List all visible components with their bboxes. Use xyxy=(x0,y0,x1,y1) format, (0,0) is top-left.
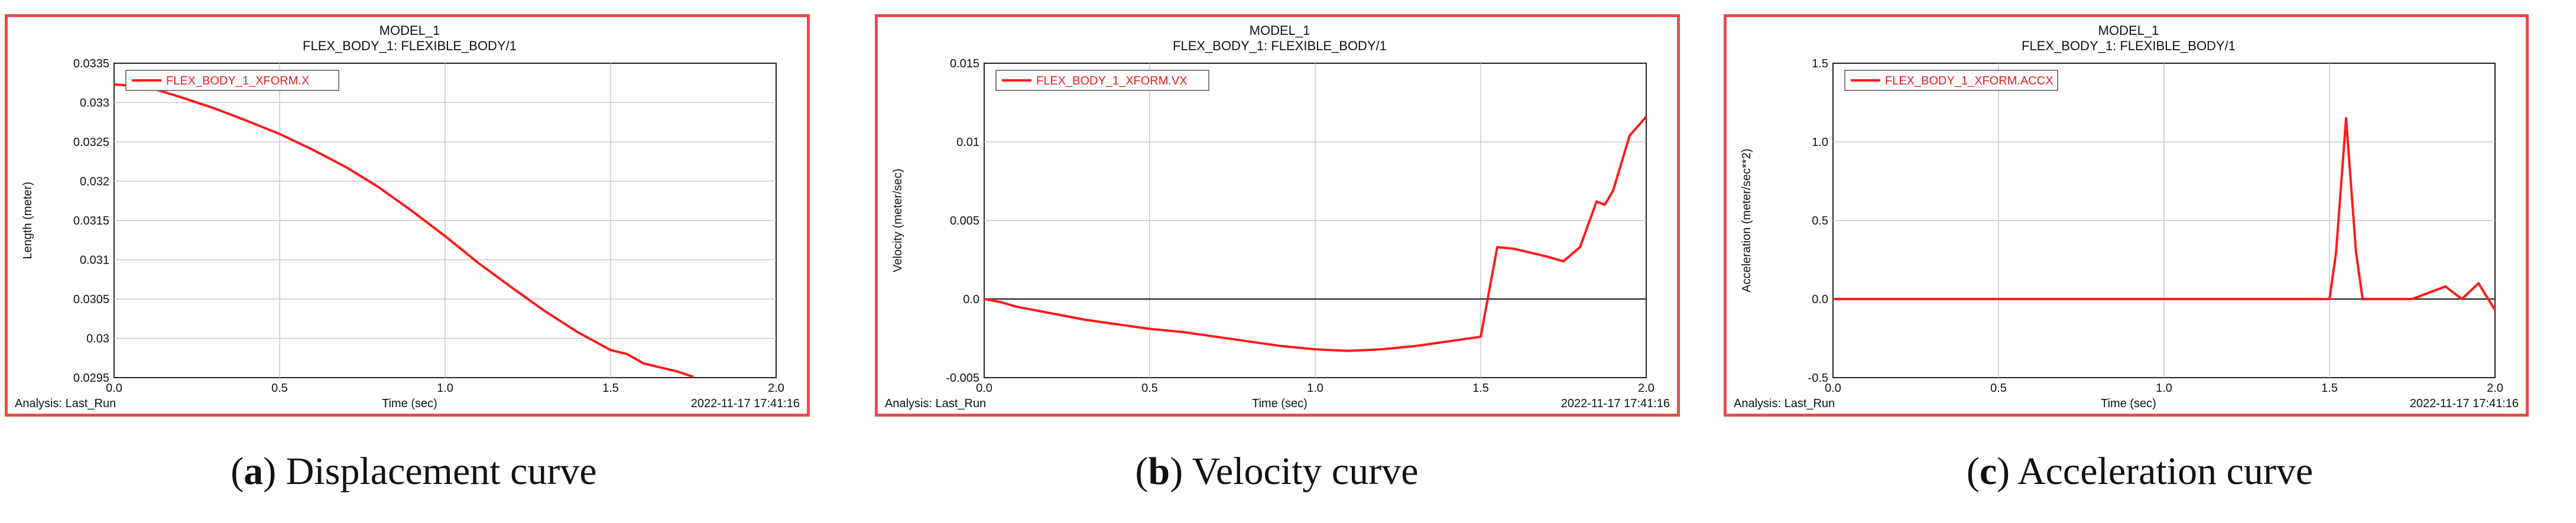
x-tick-label: 2.0 xyxy=(768,382,784,395)
x-tick-label: 1.0 xyxy=(1307,382,1323,395)
legend-label: FLEX_BODY_1_XFORM.VX xyxy=(1036,74,1188,87)
caption-letter: c xyxy=(1979,450,1997,493)
y-axis-label: Length (meter) xyxy=(21,181,34,259)
timestamp-label: 2022-11-17 17:41:16 xyxy=(2410,397,2519,410)
series-line xyxy=(984,116,1647,352)
chart-panel-c: MODEL_1 FLEX_BODY_1: FLEXIBLE_BODY/1 0.0 0.… xyxy=(1724,14,2529,417)
y-tick-label: 0.031 xyxy=(80,254,109,267)
analysis-label: Analysis: Last_Run xyxy=(15,397,116,410)
y-tick-label: 0.015 xyxy=(950,57,979,70)
y-tick-label: 0.5 xyxy=(1812,215,1828,228)
chart-title: MODEL_1 xyxy=(2098,23,2159,38)
x-axis-label: Time (sec) xyxy=(382,397,437,410)
caption-c: (c) Acceleration curve xyxy=(1966,450,2314,493)
y-tick-label: 1.5 xyxy=(1812,57,1828,70)
legend-label: FLEX_BODY_1_XFORM.X xyxy=(166,74,309,87)
y-tick-label: 0.0 xyxy=(963,293,979,306)
y-tick-label: 0.032 xyxy=(80,176,109,189)
chart-title: MODEL_1 xyxy=(1250,23,1310,38)
series-line xyxy=(113,83,694,378)
caption-text: Displacement curve xyxy=(276,450,597,493)
x-axis-label: Time (sec) xyxy=(2101,397,2156,410)
y-tick-label: 0.0335 xyxy=(73,57,109,70)
caption-a: (a) Displacement curve xyxy=(231,450,597,493)
x-tick-label: 2.0 xyxy=(1638,382,1654,395)
y-tick-label: -0.005 xyxy=(946,372,979,385)
x-tick-label: 1.0 xyxy=(437,382,453,395)
x-tick-label: 0.0 xyxy=(976,382,992,395)
analysis-label: Analysis: Last_Run xyxy=(885,397,986,410)
x-tick-label: 0.5 xyxy=(271,382,288,395)
y-tick-label: 0.03 xyxy=(86,333,109,346)
y-axis-label: Acceleration (meter/sec**2) xyxy=(1740,148,1753,292)
chart-panel-b: MODEL_1 FLEX_BODY_1: FLEXIBLE_BODY/1 0.0 0.… xyxy=(875,14,1680,417)
x-tick-label: 1.5 xyxy=(602,382,619,395)
legend-label: FLEX_BODY_1_XFORM.ACCX xyxy=(1885,74,2053,87)
legend-box xyxy=(995,70,1209,91)
chart-subtitle: FLEX_BODY_1: FLEXIBLE_BODY/1 xyxy=(2022,38,2236,53)
x-axis-label: Time (sec) xyxy=(1252,397,1308,410)
y-tick-label: -0.5 xyxy=(1808,372,1828,385)
caption-letter: a xyxy=(244,450,264,493)
chart-panel-a: MODEL_1 FLEX_BODY_1: FLEXIBLE_BODY/1 0.0 0.… xyxy=(5,14,810,417)
y-tick-label: 0.0305 xyxy=(73,293,109,306)
series-line xyxy=(1833,117,2496,311)
x-tick-label: 0.5 xyxy=(1990,382,2007,395)
x-tick-label: 0.5 xyxy=(1141,382,1158,395)
y-tick-label: 0.033 xyxy=(80,97,109,110)
chart-subtitle: FLEX_BODY_1: FLEXIBLE_BODY/1 xyxy=(1173,38,1387,53)
analysis-label: Analysis: Last_Run xyxy=(1734,397,1835,410)
timestamp-label: 2022-11-17 17:41:16 xyxy=(691,397,800,410)
x-tick-label: 0.0 xyxy=(1825,382,1841,395)
x-tick-label: 2.0 xyxy=(2487,382,2503,395)
caption-text: Acceleration curve xyxy=(2010,450,2314,493)
x-tick-label: 1.5 xyxy=(2321,382,2338,395)
caption-text: Velocity curve xyxy=(1183,450,1419,493)
x-tick-label: 1.5 xyxy=(1472,382,1489,395)
x-tick-label: 0.0 xyxy=(106,382,122,395)
y-tick-label: 0.0295 xyxy=(73,372,109,385)
x-tick-label: 1.0 xyxy=(2156,382,2172,395)
y-tick-label: 1.0 xyxy=(1812,136,1828,149)
caption-letter: b xyxy=(1148,450,1170,493)
y-tick-label: 0.01 xyxy=(956,136,979,149)
chart-title: MODEL_1 xyxy=(379,23,440,38)
y-tick-label: 0.0325 xyxy=(73,136,109,149)
y-tick-label: 0.0315 xyxy=(73,215,109,228)
y-tick-label: 0.0 xyxy=(1812,293,1828,306)
caption-b: (b) Velocity curve xyxy=(1135,450,1419,493)
chart-subtitle: FLEX_BODY_1: FLEXIBLE_BODY/1 xyxy=(303,38,517,53)
y-axis-label: Velocity (meter/sec) xyxy=(891,168,904,272)
timestamp-label: 2022-11-17 17:41:16 xyxy=(1561,397,1670,410)
y-tick-label: 0.005 xyxy=(950,215,979,228)
